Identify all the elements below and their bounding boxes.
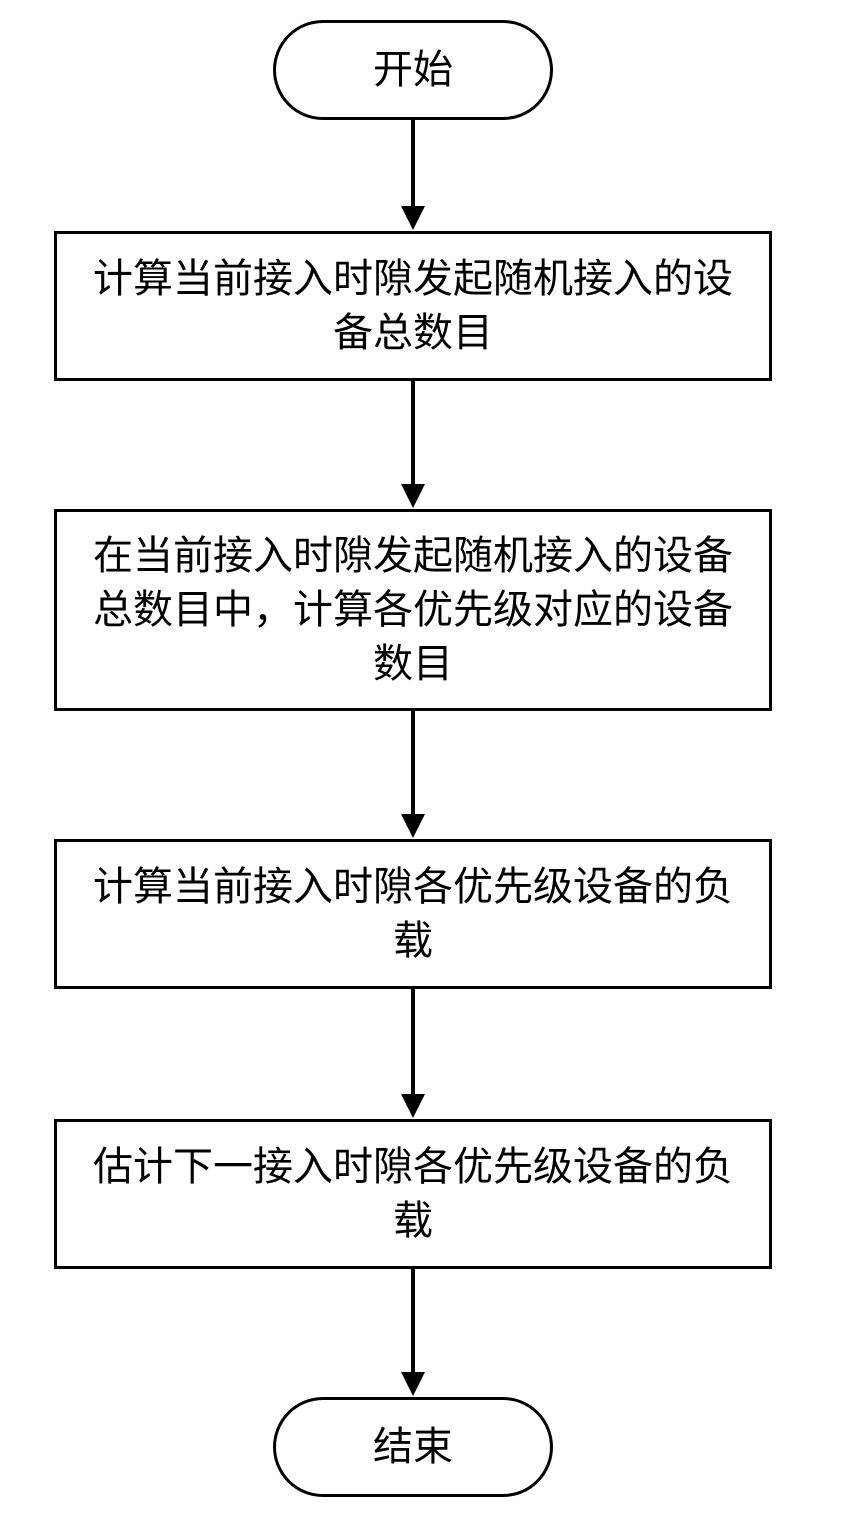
end-label: 结束 bbox=[373, 1420, 453, 1474]
step3-label: 计算当前接入时隙各优先级设备的负载 bbox=[77, 860, 749, 968]
end-node: 结束 bbox=[273, 1397, 553, 1497]
start-label: 开始 bbox=[373, 43, 453, 97]
flowchart-canvas: 开始 计算当前接入时隙发起随机接入的设备总数目 在当前接入时隙发起随机接入的设备… bbox=[0, 0, 864, 1522]
step4-label: 估计下一接入时隙各优先级设备的负载 bbox=[77, 1140, 749, 1248]
edges-layer bbox=[0, 0, 864, 1522]
step4-node: 估计下一接入时隙各优先级设备的负载 bbox=[54, 1119, 772, 1269]
step3-node: 计算当前接入时隙各优先级设备的负载 bbox=[54, 839, 772, 989]
start-node: 开始 bbox=[273, 20, 553, 120]
step2-node: 在当前接入时隙发起随机接入的设备总数目中，计算各优先级对应的设备数目 bbox=[54, 509, 772, 711]
step1-node: 计算当前接入时隙发起随机接入的设备总数目 bbox=[54, 231, 772, 381]
step2-label: 在当前接入时隙发起随机接入的设备总数目中，计算各优先级对应的设备数目 bbox=[77, 529, 749, 691]
step1-label: 计算当前接入时隙发起随机接入的设备总数目 bbox=[77, 252, 749, 360]
